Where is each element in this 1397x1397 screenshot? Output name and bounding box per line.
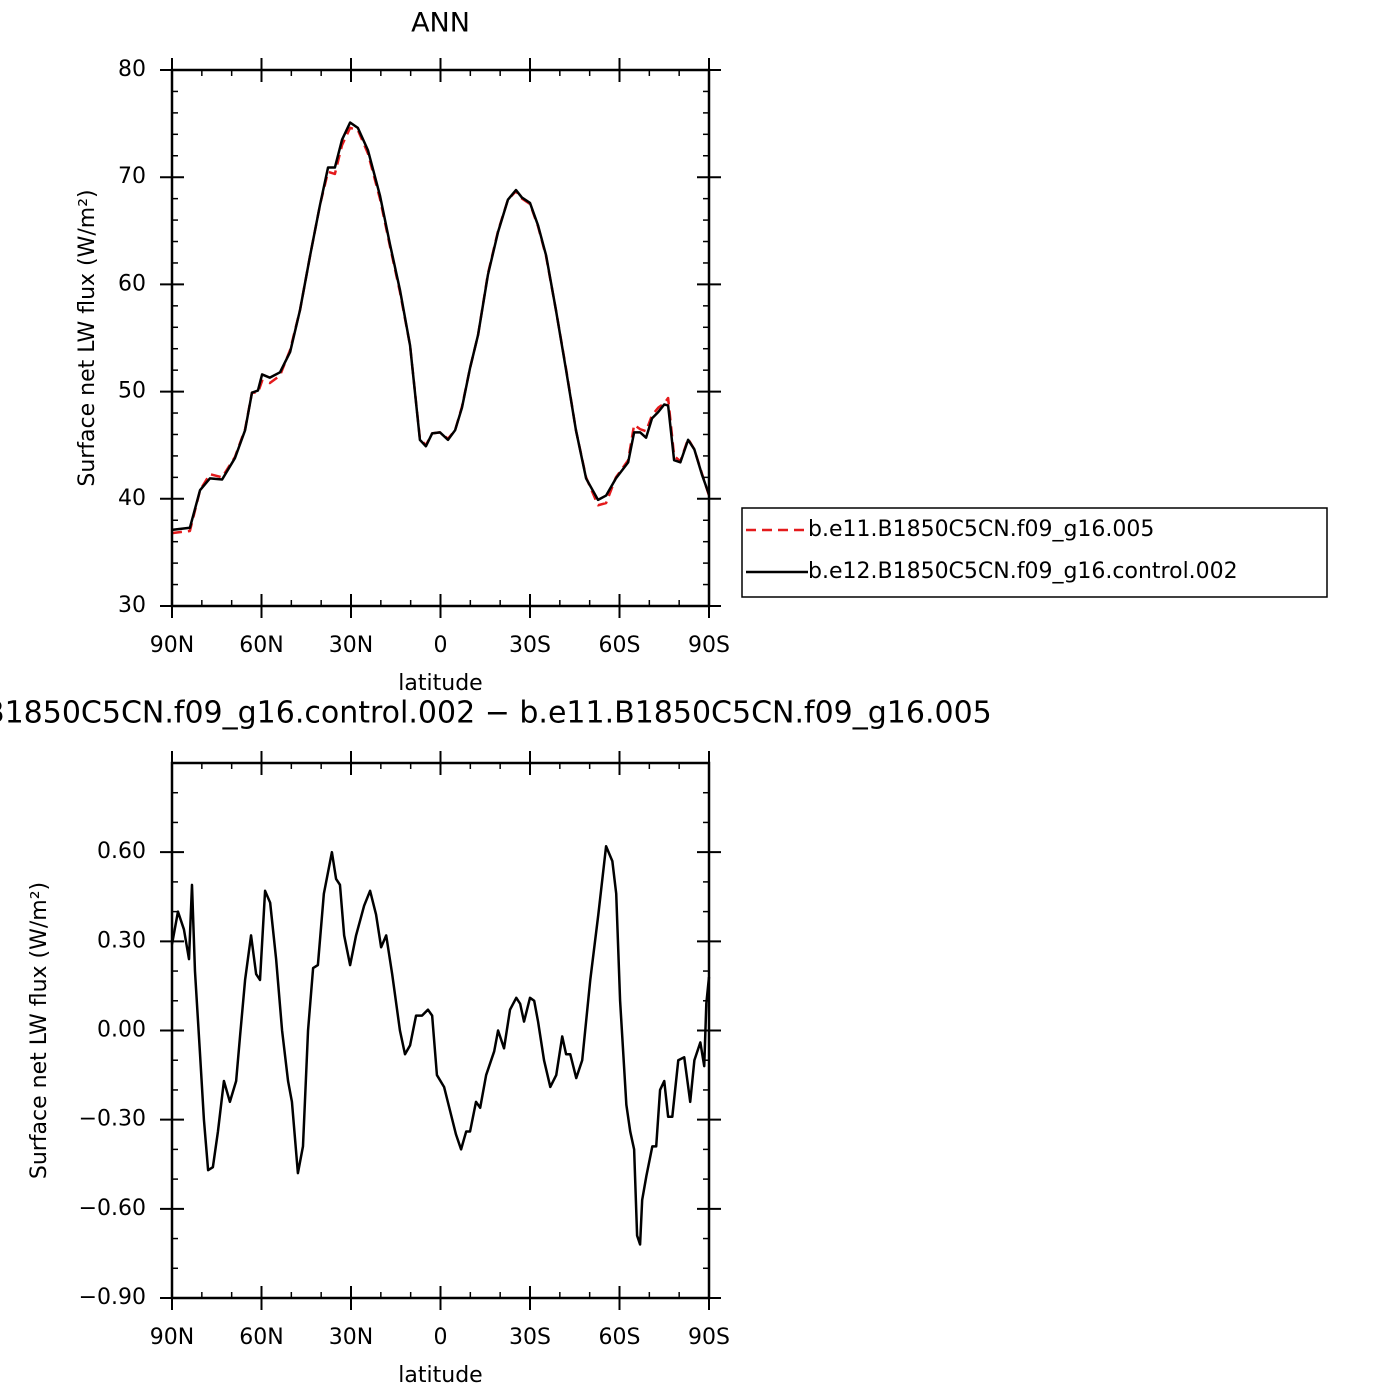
x-tick-label: 90N	[150, 633, 194, 658]
y-axis-label: Surface net LW flux (W/m²)	[75, 189, 100, 486]
x-axis-label: latitude	[398, 671, 482, 696]
y-tick-label: −0.90	[79, 1285, 146, 1310]
y-tick-label: 30	[118, 593, 146, 618]
x-tick-label: 30N	[329, 633, 373, 658]
plot-frame	[170, 761, 711, 1300]
data-line	[171, 121, 711, 532]
x-tick-label: 60S	[599, 1325, 641, 1350]
y-tick-label: 0.00	[97, 1018, 146, 1043]
y-tick-label: 40	[118, 486, 146, 511]
y-tick-label: −0.60	[79, 1196, 146, 1221]
data-line	[170, 844, 711, 1246]
x-tick-label: 90S	[688, 1325, 730, 1350]
x-axis-label: latitude	[398, 1363, 482, 1388]
y-tick-label: 0.30	[97, 928, 146, 953]
y-tick-label: 60	[118, 271, 146, 296]
y-tick-label: 50	[118, 379, 146, 404]
x-tick-label: 90S	[688, 633, 730, 658]
x-tick-label: 0	[434, 1325, 448, 1350]
x-tick-label: 30S	[509, 633, 551, 658]
plot-frame	[170, 68, 711, 608]
chart-title: ANN	[411, 8, 470, 39]
x-tick-label: 90N	[150, 1325, 194, 1350]
x-tick-label: 30N	[329, 1325, 373, 1350]
y-tick-label: 70	[118, 164, 146, 189]
legend-label: b.e12.B1850C5CN.f09_g16.control.002	[808, 559, 1238, 584]
y-tick-label: 80	[118, 57, 146, 82]
chart-title: b.e12.B1850C5CN.f09_g16.control.002 − b.…	[0, 696, 992, 731]
data-line	[171, 126, 711, 535]
y-tick-label: 0.60	[97, 839, 146, 864]
x-tick-label: 0	[434, 633, 448, 658]
x-tick-label: 60S	[599, 633, 641, 658]
y-tick-label: −0.30	[79, 1107, 146, 1132]
y-axis-label: Surface net LW flux (W/m²)	[27, 882, 52, 1179]
legend-label: b.e11.B1850C5CN.f09_g16.005	[808, 517, 1154, 542]
x-tick-label: 60N	[239, 1325, 283, 1350]
x-tick-label: 30S	[509, 1325, 551, 1350]
legend-box	[741, 507, 1328, 598]
x-tick-label: 60N	[239, 633, 283, 658]
